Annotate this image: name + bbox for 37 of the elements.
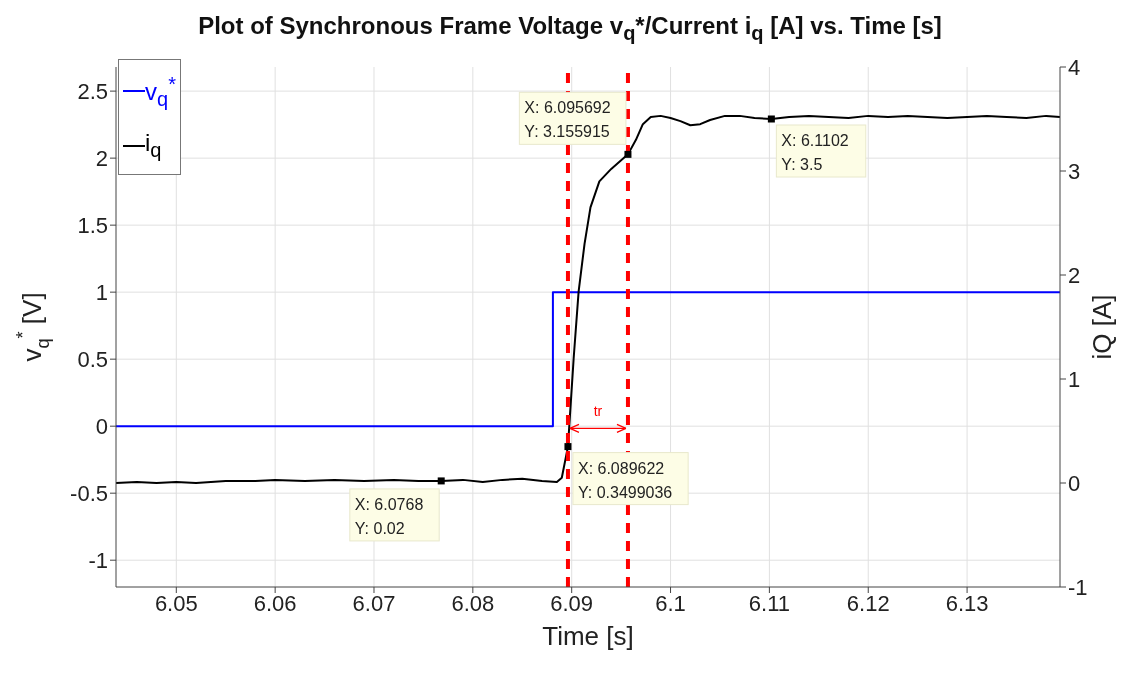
y-tick-label: 2.5 — [77, 78, 108, 104]
point — [767, 115, 775, 123]
annotation: X: 6.095692 Y: 3.155915 — [524, 99, 611, 141]
point — [564, 443, 572, 451]
x-tick-label: 6.07 — [352, 590, 396, 616]
y-tick-label: 2 — [95, 145, 108, 171]
x-tick-label: 6.12 — [846, 590, 890, 616]
x-tick-label: 6.1 — [655, 590, 686, 616]
annotation: X: 6.0768 Y: 0.02 — [354, 495, 424, 537]
y2-axis-title: iQ [A] — [1086, 294, 1117, 360]
x-axis-title: Time [s] — [542, 621, 634, 651]
x-tick-label: 6.11 — [748, 590, 790, 616]
y2-tick-label: 0 — [1068, 470, 1081, 496]
y2-tick-label: 4 — [1068, 54, 1081, 80]
annotation: tr — [593, 403, 603, 420]
x-tick-label: 6.13 — [945, 590, 989, 616]
legend-label: i$_{q}$ — [145, 127, 162, 163]
x-tick-label: 6.09 — [550, 590, 594, 616]
y-tick-label: -0.5 — [70, 481, 108, 506]
annotation: X: 6.089622 Y: 0.3499036 — [577, 459, 673, 501]
point — [624, 150, 632, 158]
y2-tick-label: 1 — [1068, 366, 1081, 392]
x-tick-label: 6.05 — [154, 590, 198, 616]
y-tick-label: 0 — [95, 413, 108, 439]
annotation: X: 6.1102 Y: 3.5 — [781, 132, 849, 173]
y-tick-label: -1 — [88, 548, 108, 574]
y-tick-label: 0.5 — [77, 346, 108, 372]
chart-title: Plot of Synchronous Frame Voltage v$_{q}$*/Current i$_{q}$ [A] vs. Time [s] — [197, 12, 943, 45]
y2-tick-label: 2 — [1068, 262, 1081, 288]
y2-tick-label: 3 — [1068, 158, 1081, 184]
y2-tick-label: -1 — [1068, 574, 1088, 600]
y-tick-label: 1.5 — [77, 212, 108, 238]
line-series — [116, 114, 1060, 484]
point — [437, 477, 445, 485]
x-tick-label: 6.06 — [253, 590, 297, 616]
x-tick-label: 6.08 — [451, 590, 495, 616]
y-tick-label: 1 — [95, 279, 108, 305]
